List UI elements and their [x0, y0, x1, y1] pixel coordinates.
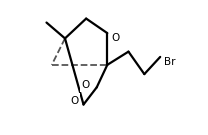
Text: O: O [82, 80, 90, 90]
Text: O: O [111, 33, 120, 43]
Text: O: O [70, 96, 78, 106]
Text: Br: Br [164, 57, 176, 67]
